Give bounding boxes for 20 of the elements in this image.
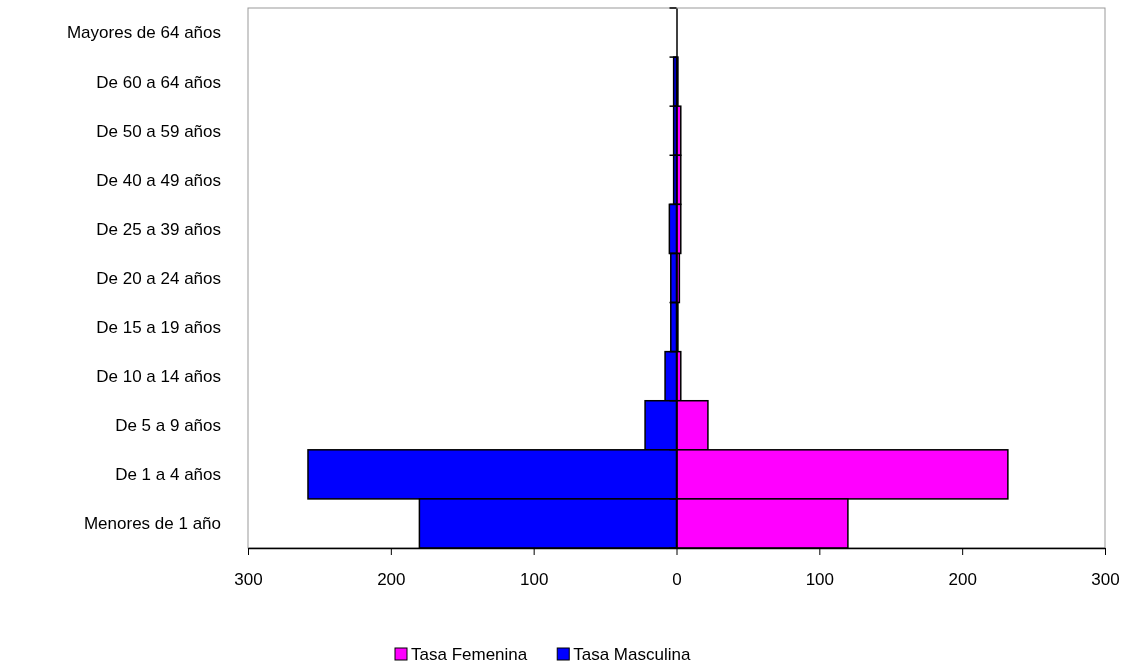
y-tick-label: De 1 a 4 años <box>115 465 221 485</box>
x-tick-label: 200 <box>948 570 977 590</box>
x-tick-label: 100 <box>805 570 835 590</box>
x-tick-label: 200 <box>377 570 406 590</box>
y-tick-label: Mayores de 64 años <box>66 23 221 43</box>
y-tick-label: De 10 a 14 años <box>96 367 221 387</box>
x-tick-label: 100 <box>519 570 549 590</box>
y-tick-label: De 40 a 49 años <box>96 170 221 190</box>
legend-label: Tasa Masculina <box>573 645 691 664</box>
x-tick-label: 300 <box>1091 570 1120 590</box>
y-tick-label: De 60 a 64 años <box>96 72 221 92</box>
y-tick-label: Menores de 1 año <box>83 514 221 534</box>
x-tick-label: 0 <box>672 570 682 590</box>
y-tick-label: De 15 a 19 años <box>96 318 221 338</box>
legend-label: Tasa Femenina <box>411 645 528 664</box>
y-tick-label: De 20 a 24 años <box>96 268 221 288</box>
y-tick-label: De 5 a 9 años <box>115 416 221 436</box>
y-tick-label: De 50 a 59 años <box>96 121 221 141</box>
x-tick-label: 300 <box>234 570 263 590</box>
y-tick-label: De 25 a 39 años <box>96 219 221 239</box>
